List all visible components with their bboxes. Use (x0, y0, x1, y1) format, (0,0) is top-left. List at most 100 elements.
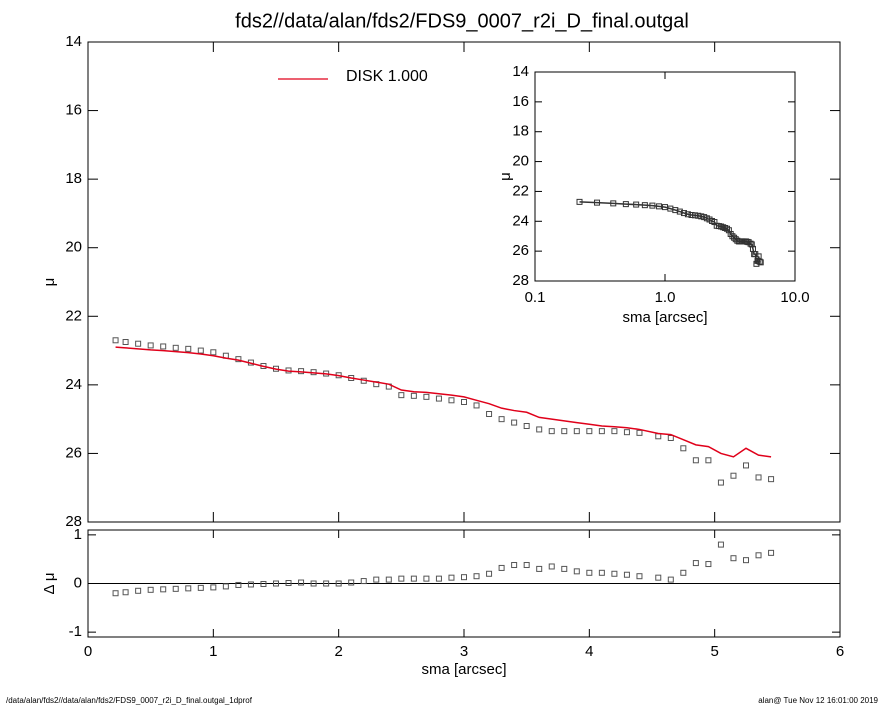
y-tick-label: 16 (65, 102, 82, 119)
data-point (561, 428, 568, 435)
data-point (676, 208, 683, 215)
data-point (748, 241, 755, 248)
data-point (410, 392, 417, 399)
data-point (160, 586, 167, 593)
data-point (373, 576, 380, 583)
data-point (360, 578, 367, 585)
y-tick-label: 28 (65, 513, 82, 530)
data-point (486, 570, 493, 577)
data-point (636, 573, 643, 580)
y-tick-label: 20 (512, 153, 529, 170)
y-tick-label: 20 (65, 239, 82, 256)
y-tick-label: 22 (512, 182, 529, 199)
data-point (122, 589, 129, 596)
data-point (730, 555, 737, 562)
data-point (185, 585, 192, 592)
data-point (523, 562, 530, 569)
data-point (197, 584, 204, 591)
x-axis-label: sma [arcsec] (421, 661, 506, 678)
data-point (172, 344, 179, 351)
data-point (611, 428, 618, 435)
data-point (523, 423, 530, 429)
data-point (684, 211, 691, 218)
data-point (323, 580, 330, 587)
data-point (730, 472, 737, 479)
data-point (717, 479, 724, 486)
data-point (486, 411, 493, 417)
x-tick-label: 4 (585, 643, 593, 660)
data-point (656, 203, 663, 210)
data-point (755, 474, 762, 481)
data-point (398, 392, 405, 399)
data-point (548, 428, 555, 435)
data-point (586, 569, 593, 576)
data-point (285, 580, 292, 587)
data-point (623, 429, 630, 436)
y-tick-label: -1 (69, 623, 82, 640)
data-point (768, 549, 775, 556)
data-point (172, 585, 179, 592)
data-point (210, 584, 217, 591)
data-point (398, 575, 405, 582)
data-point (222, 583, 229, 590)
data-point (717, 541, 724, 548)
data-point (498, 564, 505, 571)
data-point (768, 476, 775, 483)
data-point (598, 428, 605, 435)
x-tick-label: 10.0 (780, 289, 809, 306)
data-point (641, 202, 648, 209)
data-point (461, 574, 467, 581)
data-point (692, 457, 699, 464)
data-point (755, 552, 762, 559)
data-point (461, 399, 467, 405)
data-point (633, 201, 640, 208)
data-point (691, 212, 698, 219)
data-point (680, 210, 687, 217)
data-point (548, 563, 555, 570)
data-point (586, 428, 593, 435)
data-point (135, 587, 142, 594)
data-point (160, 343, 167, 350)
data-point (695, 212, 702, 219)
y-axis-label: Δ μ (41, 572, 58, 594)
data-point (112, 590, 119, 597)
data-point (667, 576, 674, 583)
data-point (511, 419, 518, 426)
x-tick-label: 5 (710, 643, 718, 660)
y-tick-label: 16 (512, 93, 529, 110)
y-tick-label: 26 (65, 444, 82, 461)
footer-right: alan@ Tue Nov 12 16:01:00 2019 (758, 696, 878, 705)
data-point (435, 575, 442, 582)
data-point (260, 580, 267, 587)
chart-title: fds2//data/alan/fds2/FDS9_0007_r2i_D_fin… (235, 10, 689, 32)
data-point (655, 574, 662, 581)
plot-frame (534, 71, 796, 282)
data-point (310, 580, 317, 587)
data-point (573, 568, 580, 575)
data-point (197, 347, 204, 354)
data-point (688, 212, 695, 219)
data-point (680, 445, 687, 452)
data-point (423, 575, 430, 582)
y-tick-label: 24 (65, 376, 82, 393)
y-tick-label: 14 (65, 33, 82, 50)
data-point (743, 462, 749, 469)
data-point (423, 393, 430, 400)
data-point (112, 337, 119, 344)
y-tick-label: 1 (74, 526, 82, 543)
data-point (610, 200, 617, 207)
data-point (247, 581, 254, 588)
data-point (561, 565, 568, 572)
data-point (210, 349, 217, 356)
data-point (335, 580, 342, 587)
x-tick-label: 2 (334, 643, 342, 660)
data-point (536, 426, 543, 433)
y-tick-label: 18 (512, 123, 529, 140)
x-axis-label: sma [arcsec] (622, 309, 707, 326)
data-point (573, 428, 580, 435)
legend-label: DISK 1.000 (346, 68, 428, 85)
data-point (757, 259, 764, 266)
data-point (680, 569, 687, 576)
data-point (536, 565, 543, 572)
y-tick-label: 24 (512, 212, 529, 229)
